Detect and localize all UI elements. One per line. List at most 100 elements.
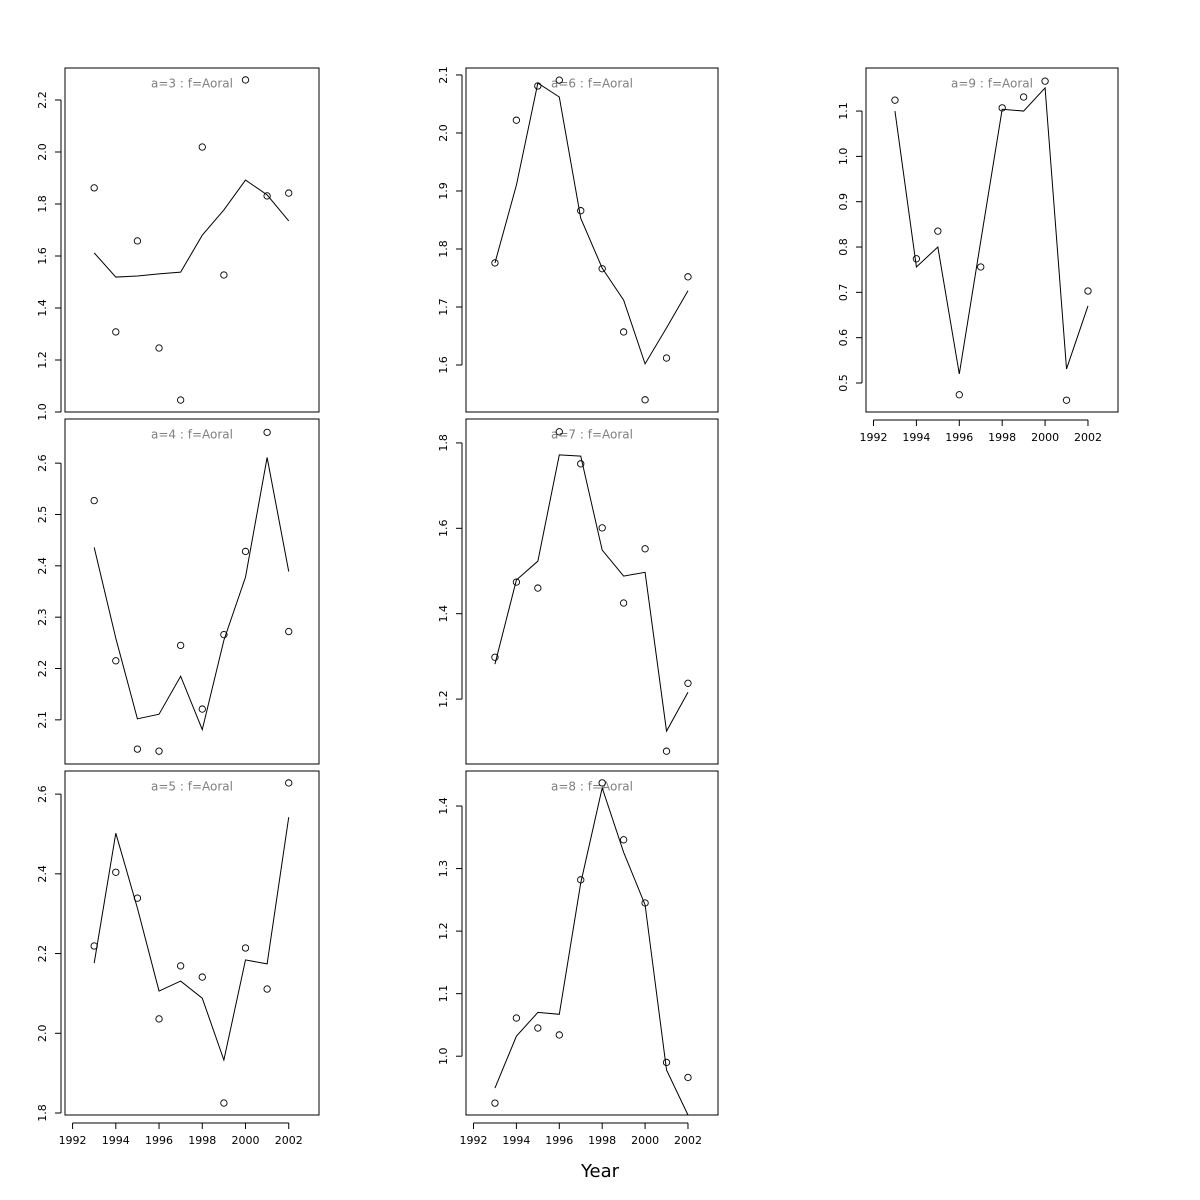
panel-title: a=4 : f=Aoral [151, 428, 233, 442]
data-point [684, 679, 692, 687]
data-point [241, 76, 250, 84]
y-tick-label: 1.0 [437, 1047, 450, 1065]
x-tick-label: 1992 [460, 1134, 488, 1147]
data-point [555, 1031, 563, 1039]
x-tick-label: 1996 [545, 1134, 573, 1147]
data-point [198, 973, 206, 981]
data-point [662, 747, 671, 755]
data-point [177, 396, 185, 404]
y-tick-label: 2.1 [437, 66, 450, 84]
y-tick-label: 2.0 [437, 124, 450, 142]
x-tick-label: 1992 [860, 431, 888, 444]
data-point [912, 255, 921, 263]
data-point [220, 271, 228, 279]
y-tick-label: 1.2 [36, 351, 49, 369]
data-point [577, 460, 585, 468]
y-tick-label: 2.6 [36, 454, 49, 472]
x-tick-label: 1996 [945, 431, 973, 444]
data-point [112, 868, 120, 876]
data-point [177, 641, 185, 650]
y-tick-label: 2.3 [36, 608, 49, 626]
x-tick-label: 2000 [1031, 431, 1059, 444]
data-point [1062, 396, 1071, 404]
plot-frame [64, 67, 320, 413]
y-tick-label: 1.6 [36, 247, 49, 265]
y-tick-label: 1.8 [36, 1104, 49, 1122]
y-tick-label: 1.2 [437, 922, 450, 940]
y-tick-label: 1.1 [437, 985, 450, 1003]
plot-frame [64, 418, 320, 765]
y-tick-label: 1.6 [437, 356, 450, 374]
y-tick-label: 2.2 [36, 91, 49, 109]
y-tick-label: 1.4 [36, 299, 49, 317]
data-point [619, 836, 628, 844]
data-point [534, 1024, 542, 1032]
plot-frame [465, 418, 719, 765]
y-tick-label: 2.2 [36, 945, 49, 963]
y-tick-label: 2.1 [36, 711, 49, 729]
data-point [133, 745, 142, 753]
data-point [641, 545, 649, 553]
y-tick-label: 1.2 [437, 690, 450, 708]
y-tick-label: 1.8 [36, 195, 49, 213]
x-tick-label: 1998 [988, 431, 1016, 444]
data-point [684, 1073, 692, 1082]
data-point [112, 328, 120, 336]
data-point [512, 1014, 521, 1022]
panel-title: a=5 : f=Aoral [151, 780, 233, 794]
data-point [198, 143, 206, 151]
panel-title: a=7 : f=Aoral [551, 428, 633, 442]
data-point [598, 265, 606, 273]
data-point [155, 344, 163, 352]
data-point [662, 354, 671, 362]
data-point [619, 328, 628, 336]
data-point [155, 747, 163, 755]
data-point [619, 599, 628, 607]
panel: a=5 : f=Aoral 1.8 2.0 2.2 2.4 2.6 1992 1994 1996… [36, 770, 320, 1147]
fitted-line [894, 86, 1089, 375]
y-tick-label: 1.4 [437, 605, 450, 623]
panel: a=8 : f=Aoral 1.0 1.1 1.2 1.3 1.4 1992 1994 1996… [437, 770, 719, 1147]
data-point [955, 391, 963, 399]
data-point [177, 962, 185, 970]
x-tick-label: 1994 [102, 1134, 130, 1147]
panel: a=3 : f=Aoral 1.0 1.2 1.4 1.6 1.8 2.0 2.2 [36, 67, 320, 421]
data-point [555, 76, 563, 84]
x-tick-label: 2000 [631, 1134, 659, 1147]
y-tick-label: 1.8 [437, 240, 450, 258]
fitted-line [93, 817, 290, 1062]
data-point [155, 1015, 163, 1023]
data-point [598, 524, 606, 532]
plot-frame [865, 67, 1119, 413]
x-tick-label: 1994 [902, 431, 930, 444]
y-tick-label: 1.9 [437, 182, 450, 200]
y-tick-label: 1.6 [437, 520, 450, 538]
data-point [285, 189, 293, 197]
data-point [112, 657, 120, 665]
y-tick-label: 1.3 [437, 860, 450, 878]
y-tick-label: 2.4 [36, 557, 49, 575]
panel: a=9 : f=Aoral 0.5 0.6 0.7 0.8 0.9 1.0 1.1 1992 19… [837, 67, 1119, 444]
data-point [662, 1058, 671, 1067]
y-tick-label: 2.6 [36, 785, 49, 803]
panel: a=6 : f=Aoral 1.6 1.7 1.8 1.9 2.0 2.1 [437, 66, 719, 413]
data-point [491, 259, 499, 267]
panel-title: a=8 : f=Aoral [551, 780, 633, 794]
fitted-line [93, 457, 290, 732]
x-tick-label: 1998 [188, 1134, 216, 1147]
data-point [977, 263, 985, 271]
x-tick-label: 1998 [588, 1134, 616, 1147]
x-tick-label: 2002 [1074, 431, 1102, 444]
y-tick-label: 0.5 [837, 374, 850, 392]
data-point [241, 547, 250, 556]
x-tick-label: 1992 [59, 1134, 87, 1147]
y-tick-label: 0.7 [837, 284, 850, 302]
y-tick-label: 2.0 [36, 1025, 49, 1043]
panel: a=4 : f=Aoral 2.1 2.2 2.3 2.4 2.5 2.6 [36, 418, 320, 765]
data-point [934, 227, 942, 235]
x-tick-label: 2002 [275, 1134, 303, 1147]
fitted-line [494, 786, 689, 1116]
data-point [577, 207, 585, 215]
x-tick-label: 1996 [145, 1134, 173, 1147]
panel: a=7 : f=Aoral 1.2 1.4 1.6 1.8 [437, 418, 719, 765]
